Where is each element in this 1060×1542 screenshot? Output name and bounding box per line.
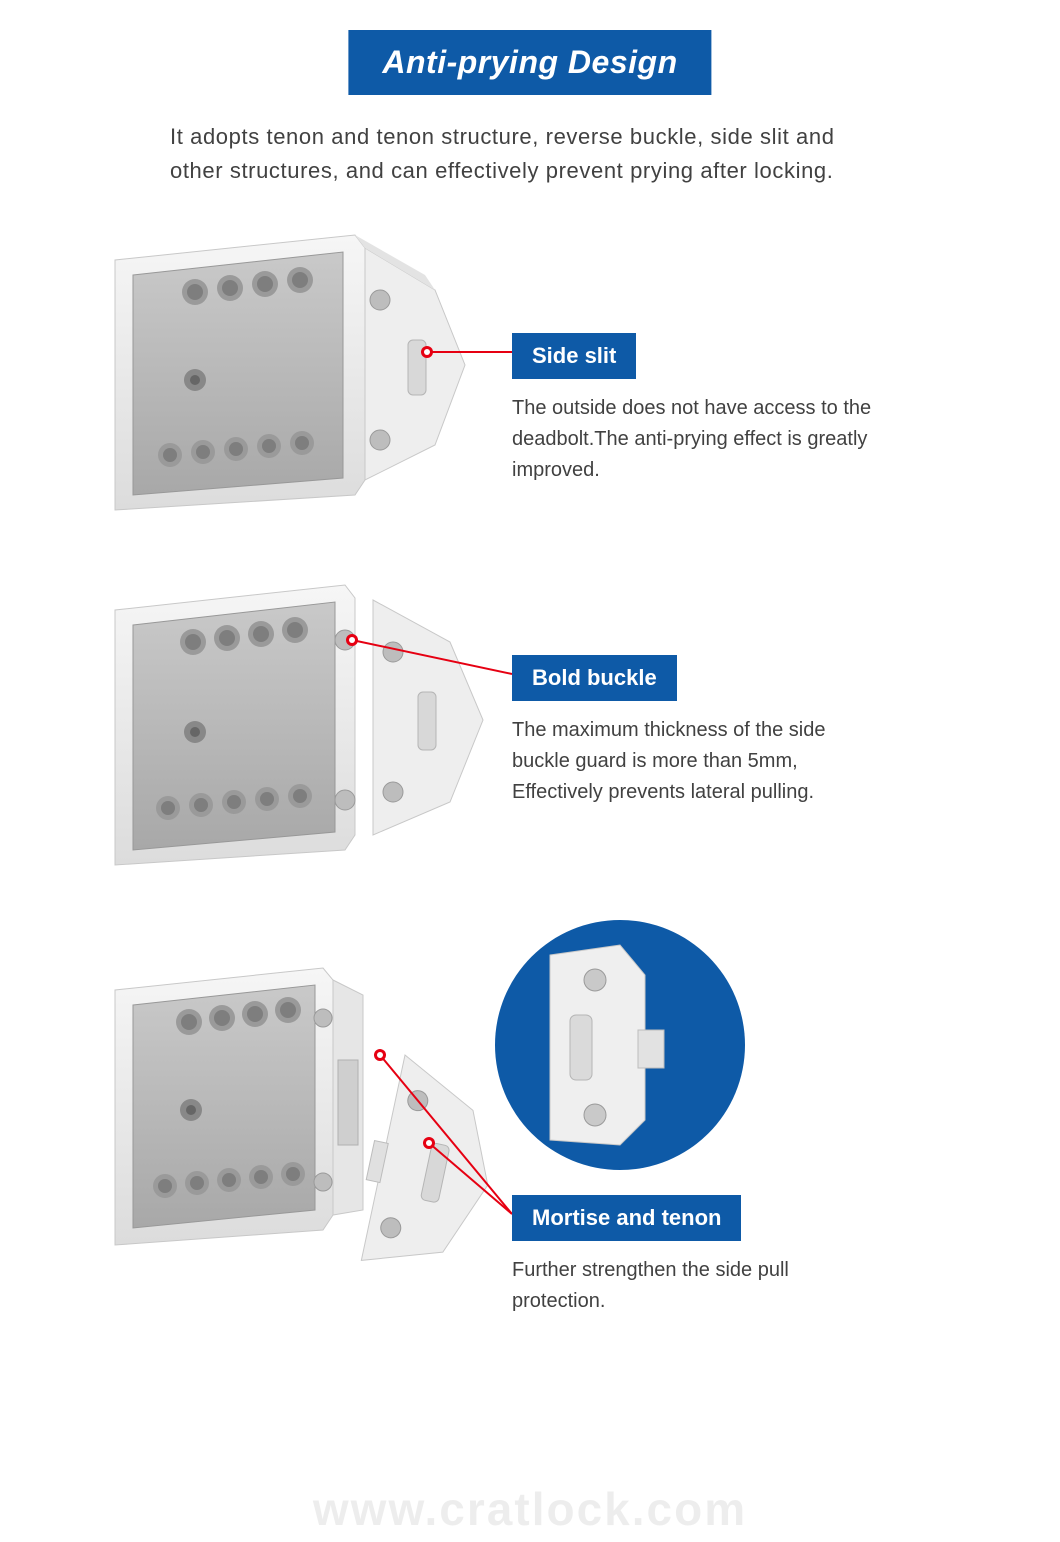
lock-illustration-closed — [105, 230, 485, 520]
desc-bold-buckle: The maximum thickness of the side buckle… — [512, 715, 872, 808]
page-title: Anti-prying Design — [348, 30, 711, 95]
lock-illustration-open — [105, 960, 525, 1270]
detail-circle-mortise — [495, 920, 745, 1170]
intro-text: It adopts tenon and tenon structure, rev… — [170, 120, 890, 188]
label-bold-buckle: Bold buckle — [512, 655, 677, 701]
lock-illustration-half — [105, 580, 505, 880]
desc-side-slit: The outside does not have access to the … — [512, 393, 872, 486]
desc-mortise-tenon: Further strengthen the side pull protect… — [512, 1255, 872, 1317]
watermark-text: www.cratlock.com — [313, 1482, 747, 1536]
label-side-slit: Side slit — [512, 333, 636, 379]
label-mortise-tenon: Mortise and tenon — [512, 1195, 741, 1241]
